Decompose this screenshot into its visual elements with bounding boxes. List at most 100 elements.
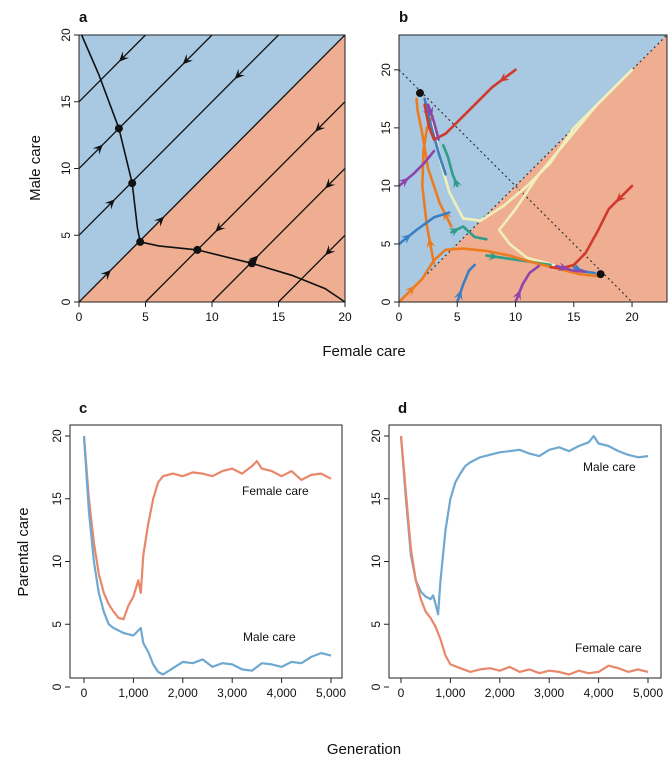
flow-arrowhead (325, 178, 336, 189)
trajectory-arrowhead (499, 72, 510, 82)
panel-b-y-tick-label: 10 (379, 179, 393, 193)
panel-c-male-care-label: Male care (243, 630, 296, 644)
trajectory-arrowhead (399, 177, 409, 188)
trajectory-line (555, 264, 587, 274)
trajectory-arrowhead (448, 228, 460, 237)
panel-c-x-tick-label: 1,000 (118, 686, 148, 700)
flow-arrowhead (118, 51, 130, 62)
bottom-y-axis-title: Parental care (15, 507, 32, 596)
flow-line (145, 101, 345, 302)
panel-b-x-tick-label: 15 (567, 310, 581, 324)
panel-d-frame (388, 424, 662, 679)
panel-d-x-tick-label: 1,000 (435, 686, 465, 700)
trajectory-line (423, 68, 517, 141)
panel-c-y-tick-label: 20 (50, 429, 64, 443)
panel-d-female-care-label: Female care (575, 641, 642, 655)
trajectory-arrowhead (400, 234, 412, 244)
trajectory-arrowhead (557, 262, 569, 271)
panel-b-letter: b (399, 9, 408, 26)
panel-b-x-tick-label: 20 (625, 310, 639, 324)
panel-c-x-tick-label: 0 (81, 686, 88, 700)
panel-d-y-tick-label: 20 (369, 429, 383, 443)
trajectory-line (426, 103, 440, 141)
flow-line (79, 35, 146, 103)
trajectory-arrowhead (512, 289, 521, 301)
trajectory-arrowhead (571, 262, 582, 271)
panel-a-x-tick-label: 10 (205, 310, 219, 324)
panel-a-x-tick-label: 20 (338, 310, 352, 324)
panel-a-y-tick-label: 15 (59, 95, 73, 109)
flow-arrowhead (153, 216, 165, 227)
panel-a-y-tick-label: 10 (59, 162, 73, 176)
panel-c-frame (69, 424, 343, 679)
panel-d-letter: d (398, 400, 407, 417)
panel-c-y-tick-label: 15 (50, 492, 64, 506)
panel-d-x-tick-label: 3,000 (534, 686, 564, 700)
equilibrium-point (128, 179, 137, 188)
panel-b-y-tick-label: 15 (379, 121, 393, 135)
panel-a-y-tick-label: 5 (59, 232, 73, 239)
panel-d-x-tick-label: 0 (398, 686, 405, 700)
series-line (82, 435, 332, 621)
top-x-axis-title: Female care (322, 343, 405, 360)
panel-b-y-tick-label: 5 (379, 240, 393, 247)
flow-arrowhead (325, 245, 336, 256)
panel-c-x-tick-label: 5,000 (316, 686, 346, 700)
panel-a-x-tick-label: 15 (272, 310, 286, 324)
panel-b-x-tick-label: 10 (509, 310, 523, 324)
panel-c-x-tick-label: 3,000 (217, 686, 247, 700)
separatrix-curve (80, 34, 346, 303)
panel-b-y-tick-label: 20 (379, 63, 393, 77)
flow-line (278, 234, 345, 302)
equilibrium-point (114, 124, 123, 133)
panel-c-y-tick-label: 0 (50, 683, 64, 690)
panel-c-female-care-label: Female care (242, 484, 309, 498)
flow-arrowhead (248, 255, 259, 266)
series-line (82, 435, 332, 676)
panel-b-trajectory-plot: 0 5 10 15 20 0 5 10 15 20 (379, 34, 668, 324)
flow-arrowhead (215, 221, 226, 232)
panel-c-time-series: 0 1,000 2,000 3,000 4,000 5,000 0 5 10 15 20 Femal… (50, 424, 346, 700)
flow-line (211, 168, 345, 302)
series-line (399, 435, 649, 676)
equilibrium-point (247, 259, 256, 268)
panel-d-x-tick-label: 5,000 (633, 686, 663, 700)
panel-d-x-tick-label: 2,000 (485, 686, 515, 700)
trajectory-line (399, 247, 602, 302)
panel-c-x-tick-label: 2,000 (168, 686, 198, 700)
panel-a-x-tick-label: 0 (76, 310, 83, 324)
panel-c-x-tick-label: 4,000 (267, 686, 297, 700)
trajectory-arrowhead (426, 237, 436, 249)
trajectory-arrowhead (453, 289, 463, 301)
panel-a-phase-plot: 0 5 10 15 20 0 5 10 15 20 (59, 28, 352, 324)
panel-d-y-tick-label: 10 (369, 555, 383, 569)
trajectory-arrowhead (453, 177, 462, 189)
panel-a-letter: a (79, 9, 88, 26)
series-line (399, 434, 649, 616)
panel-d-male-care-label: Male care (583, 460, 636, 474)
bottom-x-axis-title: Generation (327, 741, 401, 758)
equilibrium-point (136, 237, 145, 246)
panel-b-y-tick-label: 0 (379, 298, 393, 305)
trajectory-arrowhead (424, 105, 434, 117)
panel-c-y-tick-label: 10 (50, 555, 64, 569)
panel-a-y-tick-label: 20 (59, 28, 73, 42)
panel-c-letter: c (79, 400, 87, 417)
panel-d-x-tick-label: 4,000 (584, 686, 614, 700)
flow-arrowhead (234, 68, 245, 80)
panel-b-x-tick-label: 5 (454, 310, 461, 324)
flow-arrowhead (92, 144, 103, 155)
flow-line (79, 35, 345, 302)
panel-d-y-tick-label: 5 (369, 621, 383, 628)
panel-d-y-tick-label: 15 (369, 492, 383, 506)
endpoint-marker (415, 89, 424, 98)
top-y-axis-title: Male care (27, 135, 44, 201)
panel-b-x-tick-label: 0 (396, 310, 403, 324)
equilibrium-point (193, 245, 202, 254)
flow-arrowhead (315, 121, 326, 132)
panel-c-y-tick-label: 5 (50, 621, 64, 628)
panel-a-y-tick-label: 0 (59, 298, 73, 305)
trajectory-arrowhead (488, 251, 499, 261)
panel-b-frame (398, 34, 668, 303)
trajectory-arrowhead (405, 285, 416, 296)
